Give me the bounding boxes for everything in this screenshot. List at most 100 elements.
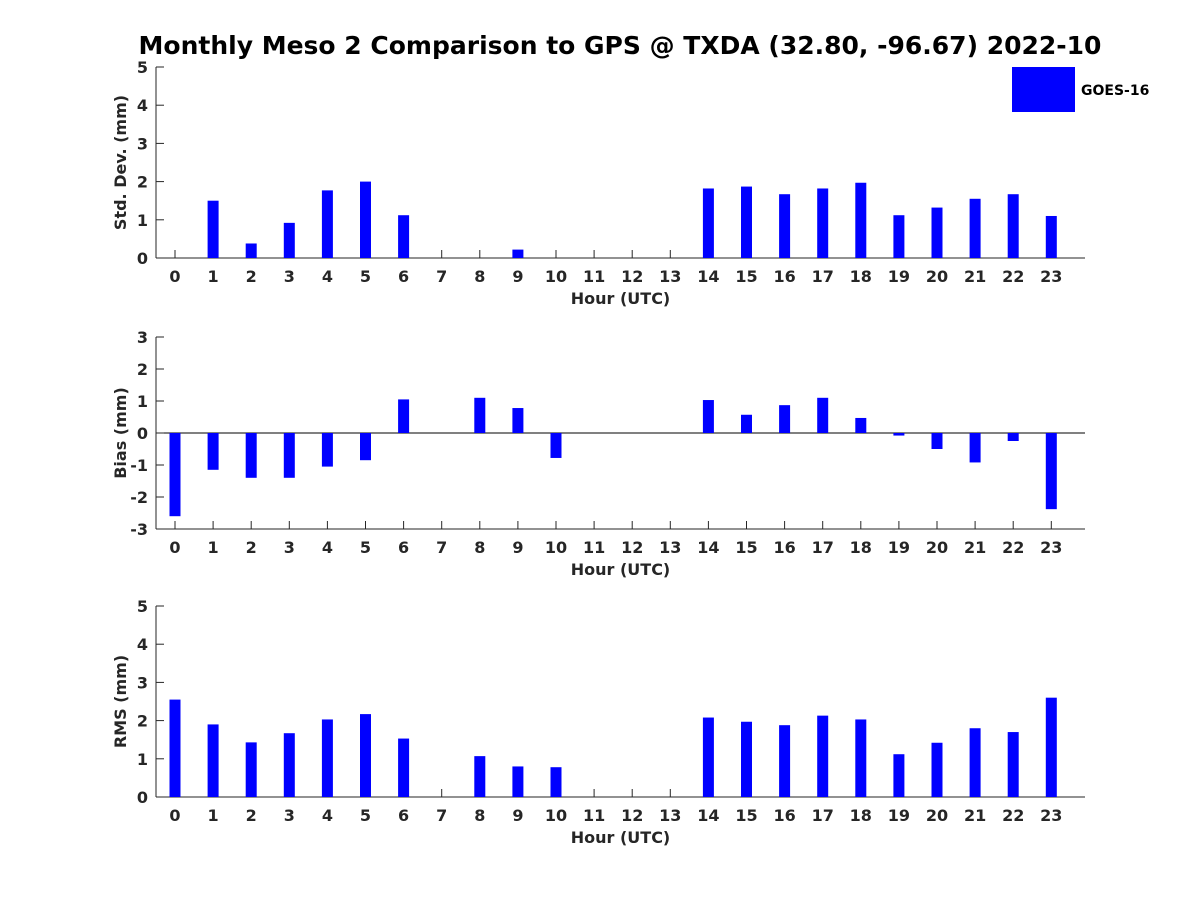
y-tick-label: -1 — [130, 456, 148, 475]
x-tick-label: 23 — [1040, 538, 1062, 557]
x-tick-label: 3 — [284, 538, 295, 557]
bar — [169, 699, 181, 797]
x-tick-label: 15 — [735, 806, 757, 825]
y-tick-label: 1 — [137, 750, 148, 769]
x-tick-label: 21 — [964, 267, 986, 286]
x-tick-label: 13 — [659, 538, 681, 557]
x-tick-label: 10 — [545, 806, 567, 825]
y-tick-label: 1 — [137, 211, 148, 230]
bar — [321, 190, 333, 258]
x-axis-label: Hour (UTC) — [571, 828, 671, 847]
x-axis-label: Hour (UTC) — [571, 560, 671, 579]
bar — [207, 200, 219, 258]
x-tick-label: 20 — [926, 806, 948, 825]
bar — [702, 188, 714, 258]
bar — [1045, 215, 1057, 258]
bar — [779, 725, 791, 797]
legend-label: GOES-16 — [1081, 83, 1149, 99]
bar — [283, 433, 295, 478]
x-tick-label: 2 — [246, 806, 257, 825]
x-tick-label: 23 — [1040, 806, 1062, 825]
x-tick-label: 11 — [583, 538, 605, 557]
x-tick-label: 20 — [926, 267, 948, 286]
x-tick-label: 18 — [850, 538, 872, 557]
bar — [817, 397, 829, 433]
bar — [398, 399, 410, 433]
x-tick-label: 7 — [436, 538, 447, 557]
x-tick-label: 21 — [964, 806, 986, 825]
y-axis-label: RMS (mm) — [111, 655, 130, 748]
bar — [245, 742, 257, 797]
x-tick-label: 9 — [512, 267, 523, 286]
bar — [245, 243, 257, 258]
x-tick-label: 6 — [398, 806, 409, 825]
x-tick-label: 3 — [284, 806, 295, 825]
x-tick-label: 6 — [398, 267, 409, 286]
bar — [969, 198, 981, 258]
x-tick-label: 18 — [850, 806, 872, 825]
legend-swatch — [1012, 67, 1075, 112]
bar — [741, 721, 752, 797]
bar — [550, 767, 562, 797]
y-tick-label: -3 — [130, 520, 148, 539]
bar — [207, 433, 219, 470]
bar — [1045, 697, 1057, 797]
bar — [1007, 433, 1019, 441]
bar — [893, 215, 905, 258]
bar — [360, 181, 371, 258]
y-tick-label: 5 — [137, 58, 148, 77]
bar — [321, 433, 333, 467]
x-tick-label: 14 — [697, 806, 719, 825]
y-tick-label: 0 — [137, 249, 148, 268]
x-tick-label: 5 — [360, 806, 371, 825]
bar — [1045, 433, 1057, 510]
y-tick-label: 0 — [137, 424, 148, 443]
bar — [360, 714, 371, 797]
x-tick-label: 2 — [246, 538, 257, 557]
y-tick-label: 4 — [137, 635, 148, 654]
y-tick-label: 2 — [137, 173, 148, 192]
bar — [360, 433, 371, 461]
bar — [512, 408, 524, 433]
x-tick-label: 18 — [850, 267, 872, 286]
x-tick-label: 7 — [436, 806, 447, 825]
bar — [855, 417, 867, 433]
bar — [283, 222, 295, 258]
bar — [741, 186, 752, 258]
bar — [1007, 732, 1019, 797]
x-tick-label: 8 — [474, 267, 485, 286]
x-tick-label: 14 — [697, 538, 719, 557]
x-tick-label: 22 — [1002, 267, 1024, 286]
bar — [474, 756, 486, 797]
bar — [702, 717, 714, 797]
bar — [817, 188, 829, 258]
bar — [855, 182, 867, 258]
x-tick-label: 15 — [735, 267, 757, 286]
x-axis-label: Hour (UTC) — [571, 289, 671, 308]
x-tick-label: 12 — [621, 806, 643, 825]
x-tick-label: 22 — [1002, 538, 1024, 557]
y-tick-label: 2 — [137, 360, 148, 379]
bar — [550, 433, 562, 458]
y-tick-label: 3 — [137, 673, 148, 692]
y-tick-label: 3 — [137, 328, 148, 347]
bar — [931, 433, 943, 449]
bar — [512, 249, 524, 258]
x-tick-label: 14 — [697, 267, 719, 286]
x-tick-label: 9 — [512, 806, 523, 825]
y-axis-label: Bias (mm) — [111, 387, 130, 479]
bar — [779, 194, 791, 258]
x-tick-label: 5 — [360, 538, 371, 557]
x-tick-label: 12 — [621, 538, 643, 557]
legend: GOES-16 — [1012, 67, 1149, 112]
bar — [855, 719, 867, 797]
y-tick-label: 3 — [137, 134, 148, 153]
x-tick-label: 19 — [888, 538, 910, 557]
x-tick-label: 0 — [169, 806, 180, 825]
bar — [283, 733, 295, 797]
x-tick-label: 2 — [246, 267, 257, 286]
x-tick-label: 23 — [1040, 267, 1062, 286]
x-tick-label: 20 — [926, 538, 948, 557]
